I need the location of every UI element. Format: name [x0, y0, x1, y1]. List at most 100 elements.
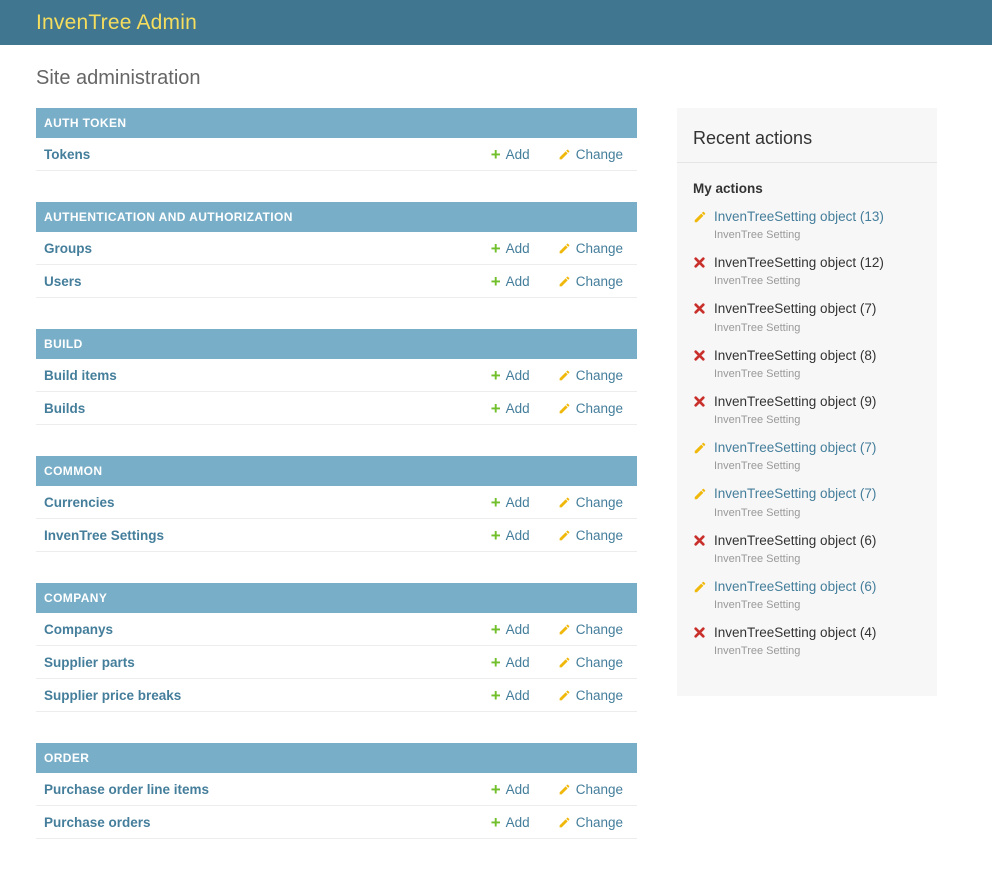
- recent-action-item: InvenTreeSetting object (6) InvenTree Se…: [693, 532, 923, 565]
- delete-icon: [693, 534, 707, 547]
- model-link[interactable]: Users: [44, 273, 82, 289]
- recent-action-sub: InvenTree Setting: [714, 552, 801, 565]
- add-link[interactable]: + Add: [491, 814, 530, 831]
- recent-action-sub: InvenTree Setting: [714, 414, 801, 427]
- page-title: Site administration: [36, 67, 201, 89]
- my-actions-title: My actions: [693, 181, 763, 196]
- plus-icon: +: [490, 812, 501, 832]
- add-link-label: Add: [505, 400, 530, 416]
- model-row: Currencies + Add Change: [36, 486, 637, 519]
- recent-action-label: InvenTreeSetting object (12): [714, 255, 884, 271]
- change-link-label: Change: [575, 621, 623, 637]
- model-row: Purchase orders + Add Change: [36, 806, 637, 839]
- plus-icon: +: [490, 525, 501, 545]
- model-link[interactable]: Companys: [44, 621, 114, 637]
- change-link[interactable]: Change: [558, 655, 623, 670]
- admin-module: BUILD Build items + Add Change Builds + …: [36, 329, 637, 425]
- model-row: Supplier parts + Add Change: [36, 646, 637, 679]
- pencil-icon: [558, 689, 571, 702]
- recent-action-item: InvenTreeSetting object (12) InvenTree S…: [693, 254, 923, 287]
- module-list: AUTH TOKEN Tokens + Add Change AUTHENTIC…: [36, 108, 637, 870]
- delete-icon: [693, 395, 707, 408]
- change-link-label: Change: [575, 527, 623, 543]
- pencil-icon: [693, 210, 707, 224]
- plus-icon: +: [490, 271, 501, 291]
- recent-actions-title: Recent actions: [693, 128, 813, 148]
- model-link[interactable]: Build items: [44, 367, 117, 383]
- add-link[interactable]: + Add: [491, 273, 530, 290]
- admin-module: AUTHENTICATION AND AUTHORIZATION Groups …: [36, 202, 637, 298]
- add-link[interactable]: + Add: [491, 621, 530, 638]
- pencil-icon: [558, 816, 571, 829]
- add-link[interactable]: + Add: [491, 687, 530, 704]
- change-link[interactable]: Change: [558, 241, 623, 256]
- change-link[interactable]: Change: [558, 401, 623, 416]
- recent-action-sub: InvenTree Setting: [714, 598, 801, 611]
- add-link[interactable]: + Add: [491, 494, 530, 511]
- model-link[interactable]: Purchase order line items: [44, 781, 210, 797]
- change-link[interactable]: Change: [558, 815, 623, 830]
- change-link[interactable]: Change: [558, 147, 623, 162]
- add-link-label: Add: [505, 367, 530, 383]
- change-link[interactable]: Change: [558, 688, 623, 703]
- recent-action-link[interactable]: InvenTreeSetting object (7): [714, 486, 877, 502]
- add-link[interactable]: + Add: [491, 240, 530, 257]
- model-row: Supplier price breaks + Add Change: [36, 679, 637, 712]
- recent-action-link[interactable]: InvenTreeSetting object (7): [714, 440, 877, 456]
- delete-icon: [693, 302, 707, 315]
- module-caption: AUTHENTICATION AND AUTHORIZATION: [36, 202, 637, 232]
- change-link[interactable]: Change: [558, 528, 623, 543]
- add-link[interactable]: + Add: [491, 527, 530, 544]
- recent-action-sub: InvenTree Setting: [714, 275, 801, 288]
- add-link-label: Add: [505, 146, 530, 162]
- plus-icon: +: [490, 238, 501, 258]
- pencil-icon: [558, 623, 571, 636]
- change-link[interactable]: Change: [558, 622, 623, 637]
- plus-icon: +: [490, 779, 501, 799]
- admin-module: ORDER Purchase order line items + Add Ch…: [36, 743, 637, 839]
- add-link[interactable]: + Add: [491, 146, 530, 163]
- pencil-icon: [558, 496, 571, 509]
- model-row: Users + Add Change: [36, 265, 637, 298]
- recent-action-link[interactable]: InvenTreeSetting object (6): [714, 578, 877, 594]
- recent-action-sub: InvenTree Setting: [714, 645, 801, 658]
- app-title-link[interactable]: InvenTree Admin: [36, 10, 197, 34]
- model-link[interactable]: Supplier parts: [44, 654, 135, 670]
- change-link[interactable]: Change: [558, 368, 623, 383]
- recent-action-sub: InvenTree Setting: [714, 367, 801, 380]
- recent-action-item: InvenTreeSetting object (4) InvenTree Se…: [693, 624, 923, 657]
- add-link[interactable]: + Add: [491, 654, 530, 671]
- plus-icon: +: [490, 685, 501, 705]
- change-link-label: Change: [575, 494, 623, 510]
- model-link[interactable]: Supplier price breaks: [44, 687, 182, 703]
- model-link[interactable]: Currencies: [44, 494, 115, 510]
- recent-action-link[interactable]: InvenTreeSetting object (13): [714, 209, 884, 224]
- change-link[interactable]: Change: [558, 274, 623, 289]
- add-link-label: Add: [505, 687, 530, 703]
- model-row: Companys + Add Change: [36, 613, 637, 646]
- pencil-icon: [558, 242, 571, 255]
- change-link[interactable]: Change: [558, 495, 623, 510]
- add-link-label: Add: [505, 814, 530, 830]
- module-caption: BUILD: [36, 329, 637, 359]
- add-link[interactable]: + Add: [491, 400, 530, 417]
- add-link[interactable]: + Add: [491, 367, 530, 384]
- add-link[interactable]: + Add: [491, 781, 530, 798]
- delete-icon: [693, 349, 707, 362]
- model-link[interactable]: Builds: [44, 400, 86, 416]
- model-row: Groups + Add Change: [36, 232, 637, 265]
- model-link[interactable]: InvenTree Settings: [44, 527, 165, 543]
- change-link[interactable]: Change: [558, 782, 623, 797]
- model-link[interactable]: Tokens: [44, 146, 91, 162]
- recent-action-label: InvenTreeSetting object (6): [714, 532, 877, 548]
- recent-action-item: InvenTreeSetting object (7) InvenTree Se…: [693, 439, 923, 472]
- plus-icon: +: [490, 144, 501, 164]
- admin-module: COMPANY Companys + Add Change Supplier p…: [36, 583, 637, 712]
- model-row: Purchase order line items + Add Change: [36, 773, 637, 806]
- add-link-label: Add: [505, 240, 530, 256]
- model-link[interactable]: Groups: [44, 240, 93, 256]
- change-link-label: Change: [575, 240, 623, 256]
- model-link[interactable]: Purchase orders: [44, 814, 151, 830]
- recent-action-item: InvenTreeSetting object (8) InvenTree Se…: [693, 347, 923, 380]
- recent-action-sub: InvenTree Setting: [714, 460, 801, 473]
